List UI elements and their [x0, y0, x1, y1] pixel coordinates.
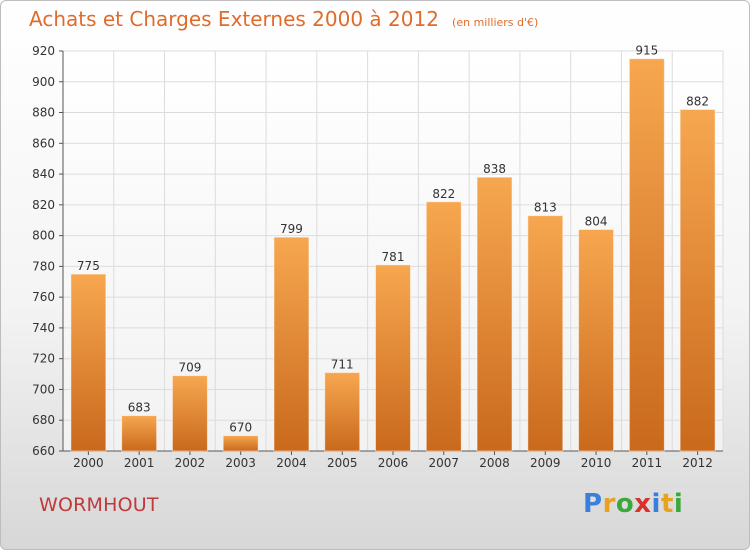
x-tick-label-2002: 2002	[175, 456, 206, 470]
logo-letter: P	[583, 489, 603, 519]
chart-title-block: Achats et Charges Externes 2000 à 2012 (…	[29, 7, 538, 31]
x-tick-label-2009: 2009	[530, 456, 561, 470]
y-tick-label: 900	[32, 75, 55, 89]
bar-2004	[273, 236, 310, 452]
x-tick-label-2004: 2004	[276, 456, 307, 470]
value-label-2003: 670	[229, 421, 252, 435]
x-tick-label-2007: 2007	[428, 456, 459, 470]
bar-2001	[121, 415, 158, 452]
y-tick-label: 760	[32, 290, 55, 304]
x-tick-label-2003: 2003	[225, 456, 256, 470]
bar-2012	[679, 108, 716, 452]
bar-2008	[476, 176, 513, 452]
bar-2011	[628, 58, 665, 452]
value-label-2011: 915	[635, 44, 658, 58]
logo-letter: i	[651, 489, 661, 519]
proxiti-logo: Proxiti	[583, 489, 683, 519]
y-tick-label: 660	[32, 444, 55, 458]
value-label-2005: 711	[331, 358, 354, 372]
y-tick-label: 880	[32, 106, 55, 120]
chart-title: Achats et Charges Externes 2000 à 2012	[29, 7, 439, 31]
y-tick-label: 680	[32, 413, 55, 427]
value-label-2002: 709	[178, 361, 201, 375]
x-tick-label-2011: 2011	[632, 456, 663, 470]
value-label-2006: 781	[382, 250, 405, 264]
value-labels: 775 683 709 670 799 711 781 822 838 813 804 915 882	[77, 44, 709, 435]
logo-letter: t	[660, 489, 674, 519]
bar-2002	[171, 375, 208, 452]
y-tick-label: 700	[32, 382, 55, 396]
chart-unit: (en milliers d'€)	[452, 16, 539, 29]
value-label-2010: 804	[585, 214, 608, 228]
bar-2009	[527, 215, 564, 452]
y-tick-label: 920	[32, 44, 55, 58]
value-label-2008: 838	[483, 162, 506, 176]
bars	[70, 58, 716, 452]
bar-2005	[324, 372, 361, 452]
x-tick-label-2010: 2010	[581, 456, 612, 470]
x-tick-label-2006: 2006	[378, 456, 409, 470]
y-tick-label: 860	[32, 136, 55, 150]
bar-2003	[222, 435, 259, 452]
value-label-2004: 799	[280, 222, 303, 236]
value-label-2000: 775	[77, 259, 100, 273]
logo-letter: r	[602, 489, 616, 519]
value-label-2001: 683	[128, 401, 151, 415]
y-tick-label: 780	[32, 259, 55, 273]
bar-2010	[578, 228, 615, 452]
x-tick-label-2012: 2012	[682, 456, 713, 470]
bar-2006	[375, 264, 411, 452]
x-tick-label-2000: 2000	[73, 456, 104, 470]
bar-2000	[70, 273, 107, 452]
y-tick-label: 840	[32, 167, 55, 181]
x-tick-label-2001: 2001	[124, 456, 155, 470]
y-tick-label: 720	[32, 352, 55, 366]
logo-letter: x	[634, 489, 652, 519]
value-label-2007: 822	[432, 187, 455, 201]
place-name: WORMHOUT	[39, 494, 159, 516]
value-label-2009: 813	[534, 201, 557, 215]
x-tick-label-2008: 2008	[479, 456, 510, 470]
y-tick-label: 740	[32, 321, 55, 335]
bar-2007	[425, 201, 462, 452]
y-tick-label: 820	[32, 198, 55, 212]
logo-letter: i	[673, 489, 684, 519]
x-tick-label-2005: 2005	[327, 456, 358, 470]
y-tick-label: 800	[32, 229, 55, 243]
logo-letter: o	[615, 489, 635, 519]
value-label-2012: 882	[686, 94, 709, 108]
